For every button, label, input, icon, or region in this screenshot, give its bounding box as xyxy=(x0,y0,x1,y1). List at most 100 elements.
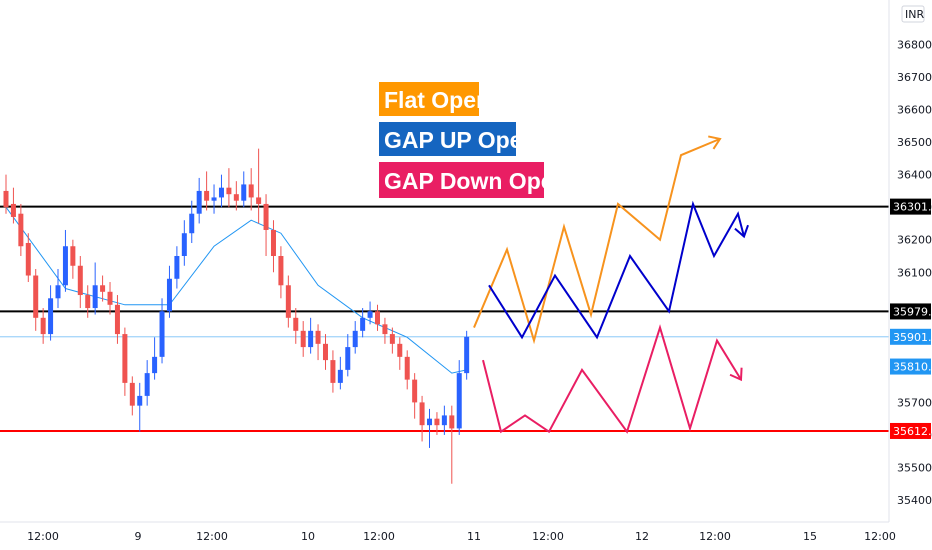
candle-body xyxy=(48,298,54,335)
candle xyxy=(293,308,299,344)
candle xyxy=(404,350,410,390)
candle-body xyxy=(233,194,239,201)
candle-body xyxy=(189,213,195,234)
candle xyxy=(48,285,54,341)
candle xyxy=(449,405,455,484)
candle xyxy=(85,285,91,318)
candle xyxy=(308,317,314,354)
candle-body xyxy=(397,343,403,357)
candle-body xyxy=(419,402,425,426)
candle-body xyxy=(226,187,232,195)
candle xyxy=(226,168,232,208)
price-tag: 35979.60 xyxy=(890,303,932,320)
candle xyxy=(100,275,106,302)
candle-body xyxy=(300,330,306,348)
candle xyxy=(122,327,128,396)
candle xyxy=(464,330,470,380)
time-tick-label: 12:00 xyxy=(363,530,395,543)
scenario-path[interactable] xyxy=(473,137,721,345)
time-axis[interactable]: 12:00 9 12:00 10 12:00 11 12:00 12 12:00 15 12:00 xyxy=(0,521,896,543)
time-tick-label: 12 xyxy=(635,530,649,543)
candle-body xyxy=(92,285,98,309)
candle xyxy=(33,269,39,331)
candle-body xyxy=(196,190,202,214)
candle-body xyxy=(144,373,150,396)
gap-down-open-box xyxy=(379,162,544,198)
candle xyxy=(129,376,135,416)
candle xyxy=(18,203,24,256)
price-tick-label: 35700 xyxy=(897,396,932,409)
candle xyxy=(159,298,165,364)
candle xyxy=(92,262,98,315)
candle xyxy=(352,321,358,354)
scenario-path[interactable] xyxy=(482,324,742,434)
candle xyxy=(285,275,291,328)
candle xyxy=(218,174,224,208)
candle xyxy=(330,350,336,393)
candle-body xyxy=(360,317,366,331)
candle-body xyxy=(449,415,455,429)
candle-body xyxy=(285,285,291,318)
candle xyxy=(77,256,83,309)
time-tick-label: 12:00 xyxy=(532,530,564,543)
candle-body xyxy=(241,184,247,201)
candle-body xyxy=(345,347,351,370)
candle xyxy=(62,229,68,292)
candle-body xyxy=(3,190,9,208)
candle-body xyxy=(256,197,262,204)
time-tick-label: 12:00 xyxy=(27,530,59,543)
candlestick-series xyxy=(3,148,470,484)
scenario-drawings[interactable] xyxy=(473,135,749,434)
price-tag: 35810.20 xyxy=(890,358,932,375)
candle-body xyxy=(25,242,31,276)
price-tag-bg xyxy=(890,422,931,439)
candle xyxy=(40,308,46,344)
candle xyxy=(144,360,150,406)
currency-badge[interactable] xyxy=(901,5,925,23)
candle-body xyxy=(278,256,284,286)
gap-up-open-box xyxy=(379,122,516,156)
candle xyxy=(441,405,447,435)
flat-open-label: Flat Open xyxy=(384,87,490,113)
candle-body xyxy=(263,203,269,230)
candle-body xyxy=(412,379,418,403)
candle-body xyxy=(85,295,91,309)
candle xyxy=(270,220,276,273)
price-axis[interactable]: INR 368003670036600365003640036300362003… xyxy=(888,0,932,522)
candle xyxy=(174,246,180,289)
candle-body xyxy=(441,415,447,426)
time-tick-label: 12:00 xyxy=(699,530,731,543)
scenario-path[interactable] xyxy=(488,200,745,340)
candle-body xyxy=(40,317,46,335)
gap-up-open-label: GAP UP Open xyxy=(384,127,537,153)
price-tag-label: 35612.20 xyxy=(893,425,932,438)
price-tag-label: 35979.60 xyxy=(893,305,932,318)
candle-body xyxy=(166,278,172,312)
candle-body xyxy=(204,190,210,201)
candle xyxy=(345,334,351,377)
candle xyxy=(248,168,254,211)
candle xyxy=(25,233,31,283)
candle xyxy=(360,308,366,338)
candle xyxy=(241,171,247,208)
scenario-arrowhead xyxy=(729,367,743,382)
candle xyxy=(389,327,395,354)
candle-body xyxy=(62,246,68,286)
candle xyxy=(107,282,113,315)
candle xyxy=(3,174,9,214)
candle-body xyxy=(107,291,113,305)
candle-body xyxy=(33,275,39,318)
candle xyxy=(10,187,16,224)
candle-body xyxy=(77,265,83,296)
candle xyxy=(456,360,462,435)
candle xyxy=(114,295,120,344)
candle-body xyxy=(330,360,336,383)
price-tick-label: 36700 xyxy=(897,71,932,84)
candle-body xyxy=(18,213,24,247)
candle xyxy=(166,265,172,318)
gap-down-open-label: GAP Down Open xyxy=(384,168,568,194)
candle-body xyxy=(248,184,254,198)
candle-body xyxy=(129,382,135,406)
price-tag-label: 35810.20 xyxy=(893,361,932,374)
